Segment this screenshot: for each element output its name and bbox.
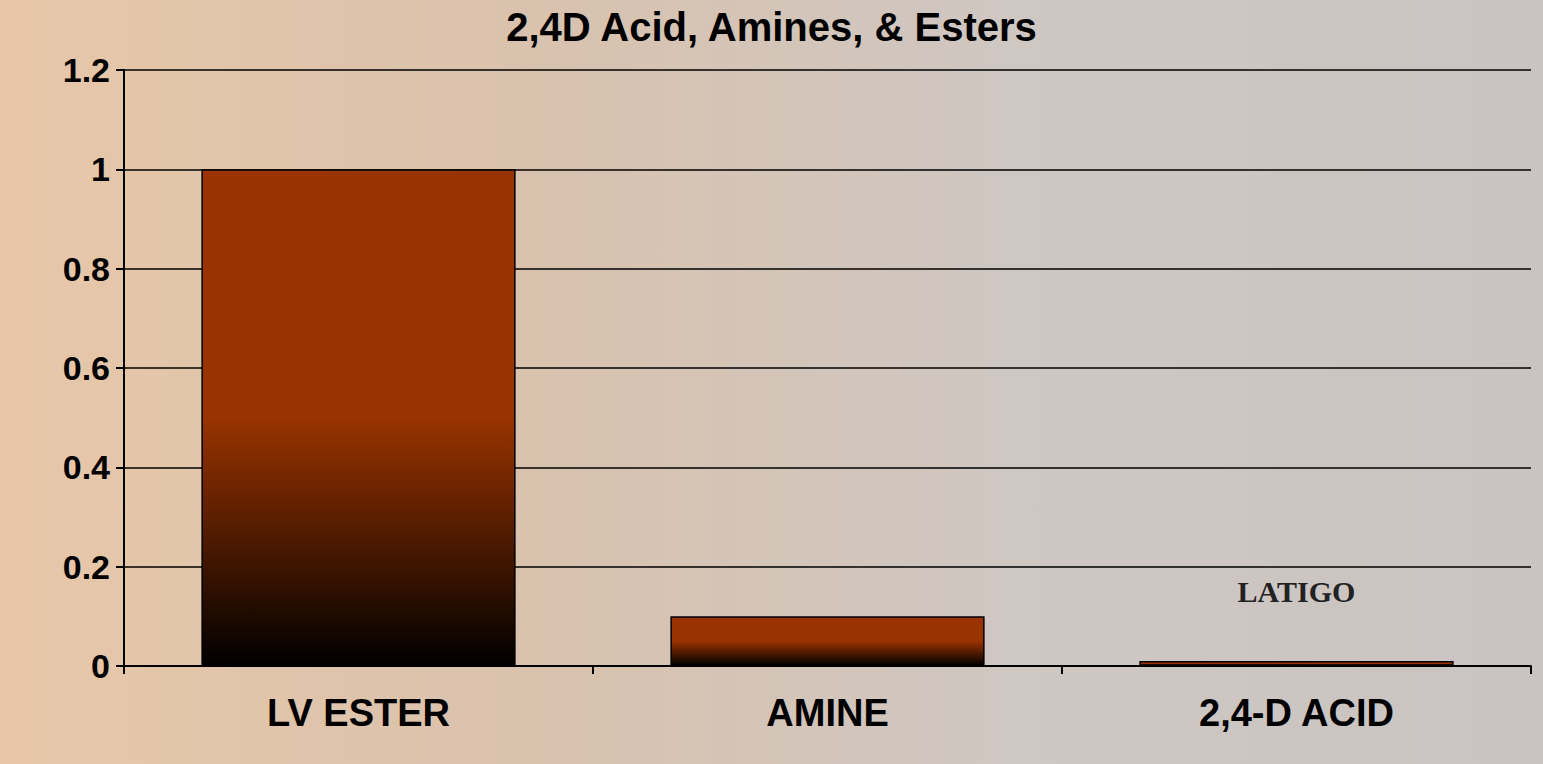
svg-text:LV ESTER: LV ESTER	[267, 692, 450, 734]
svg-text:2,4D Acid, Amines, & Esters: 2,4D Acid, Amines, & Esters	[506, 5, 1037, 49]
svg-text:AMINE: AMINE	[766, 692, 888, 734]
svg-text:0.8: 0.8	[63, 250, 110, 288]
svg-text:1.2: 1.2	[63, 51, 110, 89]
svg-text:0.4: 0.4	[63, 448, 110, 486]
svg-text:0: 0	[91, 647, 110, 685]
svg-text:LATIGO: LATIGO	[1238, 575, 1356, 608]
svg-text:2,4-D ACID: 2,4-D ACID	[1199, 692, 1394, 734]
svg-text:1: 1	[91, 150, 110, 188]
svg-text:0.2: 0.2	[63, 548, 110, 586]
svg-text:0.6: 0.6	[63, 349, 110, 387]
